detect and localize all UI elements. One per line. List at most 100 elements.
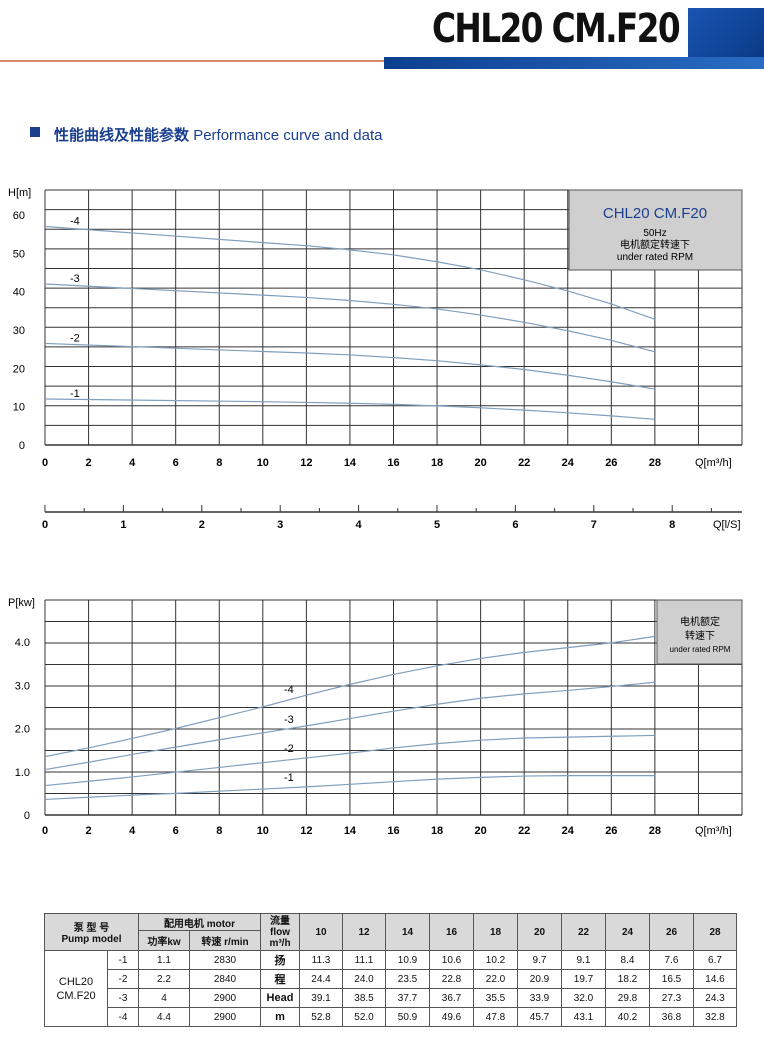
x-tick-label: 12 <box>300 825 312 837</box>
series-label: -1 <box>70 388 80 400</box>
head-cell: 27.3 <box>649 988 694 1008</box>
y-axis-label: H[m] <box>8 187 31 199</box>
x-tick-label: 4 <box>129 825 136 837</box>
model-header-en: Pump model <box>61 934 122 945</box>
flow-col: 22 <box>561 913 606 951</box>
flow-col: 18 <box>473 913 518 951</box>
info-box <box>656 599 743 665</box>
speed-header: 转速 r/min <box>189 930 261 951</box>
speed-cell: 2900 <box>189 1007 261 1027</box>
x-axis-label: Q[m³/h] <box>695 825 732 837</box>
y-tick-label: 2.0 <box>15 724 30 736</box>
section-marker <box>30 127 40 137</box>
head-cell: 22.0 <box>473 969 518 989</box>
x-tick-label: 26 <box>605 825 617 837</box>
head-cell: 8.4 <box>605 950 650 970</box>
speed-cell: 2900 <box>189 988 261 1008</box>
head-cell: 11.1 <box>342 950 386 970</box>
power-cell: 4 <box>138 988 190 1008</box>
x-axis-label: Q[m³/h] <box>695 457 732 469</box>
x-tick-label: 26 <box>605 457 617 469</box>
x-tick-label: 24 <box>562 457 575 469</box>
x-tick-label: 8 <box>216 457 222 469</box>
head-cell: 49.6 <box>429 1007 474 1027</box>
head-label: 程 <box>260 969 300 989</box>
head-label: m <box>260 1007 300 1027</box>
head-cell: 52.8 <box>299 1007 343 1027</box>
series-label: -3 <box>284 714 294 726</box>
x-tick-label: 28 <box>649 825 661 837</box>
flow-col: 14 <box>385 913 430 951</box>
head-cell: 50.9 <box>385 1007 430 1027</box>
info-box-en: under rated RPM <box>617 252 693 263</box>
head-cell: 24.4 <box>299 969 343 989</box>
head-cell: 10.2 <box>473 950 518 970</box>
motor-header: 配用电机 motor <box>138 912 261 932</box>
series-label: -4 <box>284 684 294 696</box>
x-tick-label: 2 <box>86 825 92 837</box>
section-title-zh: 性能曲线及性能参数 <box>54 127 190 144</box>
y-axis-label: P[kw] <box>8 597 35 609</box>
speed-cell: 2830 <box>189 950 261 970</box>
head-cell: 35.5 <box>473 988 518 1008</box>
info-box <box>568 189 743 271</box>
header-block <box>688 8 764 57</box>
flow-col: 24 <box>605 913 650 951</box>
y-tick-label: 1.0 <box>15 767 30 779</box>
header-band <box>384 57 764 69</box>
series-label: -3 <box>70 273 80 285</box>
head-cell: 11.3 <box>299 950 343 970</box>
x-tick-label: 18 <box>431 825 443 837</box>
curve--1 <box>44 398 655 420</box>
head-cell: 36.8 <box>649 1007 694 1027</box>
info-box-en: under rated RPM <box>670 645 731 654</box>
stage-cell: -3 <box>107 988 139 1008</box>
head-cell: 10.9 <box>385 950 430 970</box>
x-tick-label: 10 <box>257 457 269 469</box>
flow-col: 26 <box>649 913 694 951</box>
series-label: -2 <box>284 743 294 755</box>
x-tick-label: 18 <box>431 457 443 469</box>
y-tick-label: 4.0 <box>15 637 30 649</box>
x-tick-label: 22 <box>518 825 530 837</box>
curve--2 <box>44 734 655 787</box>
ls-tick-label: 1 <box>120 519 126 531</box>
head-cell: 36.7 <box>429 988 474 1008</box>
head-cell: 20.9 <box>517 969 562 989</box>
head-cell: 22.8 <box>429 969 474 989</box>
head-cell: 19.7 <box>561 969 606 989</box>
ls-axis-label: Q[l/S] <box>713 519 741 531</box>
info-box-zh: 转速下 <box>685 629 715 642</box>
stage-cell: -1 <box>107 950 139 970</box>
curve--4 <box>44 225 656 320</box>
curve--1 <box>44 775 655 801</box>
ls-tick-label: 6 <box>512 519 518 531</box>
x-tick-label: 14 <box>344 457 357 469</box>
power-cell: 2.2 <box>138 969 190 989</box>
head-cell: 10.6 <box>429 950 474 970</box>
x-tick-label: 0 <box>42 825 48 837</box>
section-title: 性能曲线及性能参数 Performance curve and data <box>30 124 382 145</box>
power-header: 功率kw <box>138 930 190 951</box>
flow-col: 20 <box>517 913 562 951</box>
head-cell: 7.6 <box>649 950 694 970</box>
x-tick-label: 20 <box>475 457 487 469</box>
stage-cell: -4 <box>107 1007 139 1027</box>
power-cell: 1.1 <box>138 950 190 970</box>
x-tick-label: 16 <box>387 457 399 469</box>
ls-tick-label: 5 <box>434 519 440 531</box>
power-cell: 4.4 <box>138 1007 190 1027</box>
x-tick-label: 12 <box>300 457 312 469</box>
x-tick-label: 16 <box>387 825 399 837</box>
head-cell: 18.2 <box>605 969 650 989</box>
x-tick-label: 28 <box>649 457 661 469</box>
y-tick-label: 20 <box>13 363 25 375</box>
x-tick-label: 8 <box>216 825 222 837</box>
flow-col: 10 <box>299 913 343 951</box>
model-header-zh: 泵 型 号 <box>73 923 110 934</box>
flow-col: 16 <box>429 913 474 951</box>
ls-tick-label: 8 <box>669 519 675 531</box>
header-rule <box>0 60 384 62</box>
y-tick-label: 3.0 <box>15 680 30 692</box>
